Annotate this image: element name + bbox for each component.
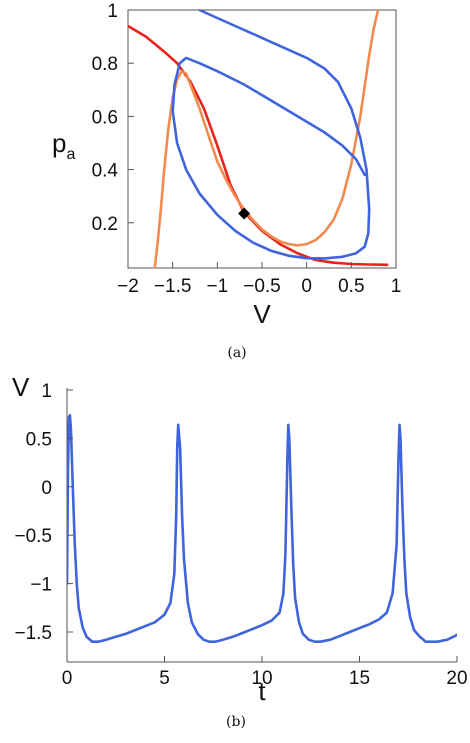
panel-a-x-tick-label-6: 1 [391, 276, 402, 297]
panel-a-y-axis-label: pa [52, 128, 75, 163]
panel-b-y-tick-label-3: 0 [41, 478, 52, 499]
panel-b-y-tick-label-5: 1 [41, 381, 52, 402]
panel-a-x-tick-label-5: 0.5 [338, 276, 364, 297]
panel-b-x-tick-label-3: 15 [349, 668, 370, 689]
panel-a-caption: (a) [227, 345, 246, 361]
panel-b-x-tick-label-1: 5 [159, 668, 170, 689]
panel-b-x-tick-label-4: 20 [446, 668, 467, 689]
panel-a-x-tick-label-4: 0 [301, 276, 312, 297]
panel-b-y-tick-label-4: 0.5 [26, 429, 52, 450]
panel-b-x-tick-label-2: 10 [251, 668, 272, 689]
panel-b-y-axis-label: V [12, 372, 30, 402]
panel-a-y-tick-label-1: 0.4 [92, 161, 119, 182]
panel-b-time-series: 0 5 10 15 20 −1.5 −1 −0.5 0 0.5 1 t V (b) [12, 372, 468, 730]
panel-a-x-tick-label-0: −2 [117, 276, 139, 297]
panel-a-series-1 [153, 10, 380, 268]
panel-b-y-tick-label-0: −1.5 [14, 623, 52, 644]
panel-b-y-tick-label-1: −1 [30, 575, 52, 596]
panel-a-series-2 [171, 10, 371, 260]
panel-b-x-axis-label: t [258, 676, 266, 706]
panel-a-y-tick-label-3: 0.8 [92, 54, 118, 75]
panel-a-x-tick-label-2: −1 [206, 276, 228, 297]
panel-b-caption: (b) [226, 714, 246, 730]
panel-a-fixed-point-marker [238, 207, 251, 220]
panel-b-x-tick-label-0: 0 [62, 668, 73, 689]
panel-a-y-tick-label-4: 1 [107, 1, 118, 22]
panel-a-y-axis-label-main: p [52, 128, 66, 158]
panel-a-y-axis-label-subscript: a [66, 146, 75, 163]
panel-a-phase-plane: −2 −1.5 −1 −0.5 0 0.5 1 0.2 0.4 0.6 0.8 1 V pa (a) [52, 1, 401, 361]
panel-a-x-tick-label-3: −0.5 [243, 276, 281, 297]
panel-a-y-tick-label-0: 0.2 [92, 214, 118, 235]
panel-b-series-0 [67, 413, 457, 643]
panel-a-y-tick-label-2: 0.6 [92, 107, 118, 128]
panel-a-x-axis-label: V [253, 299, 271, 329]
panel-b-y-tick-label-2: −0.5 [14, 526, 52, 547]
panel-a-x-tick-label-1: −1.5 [154, 276, 192, 297]
